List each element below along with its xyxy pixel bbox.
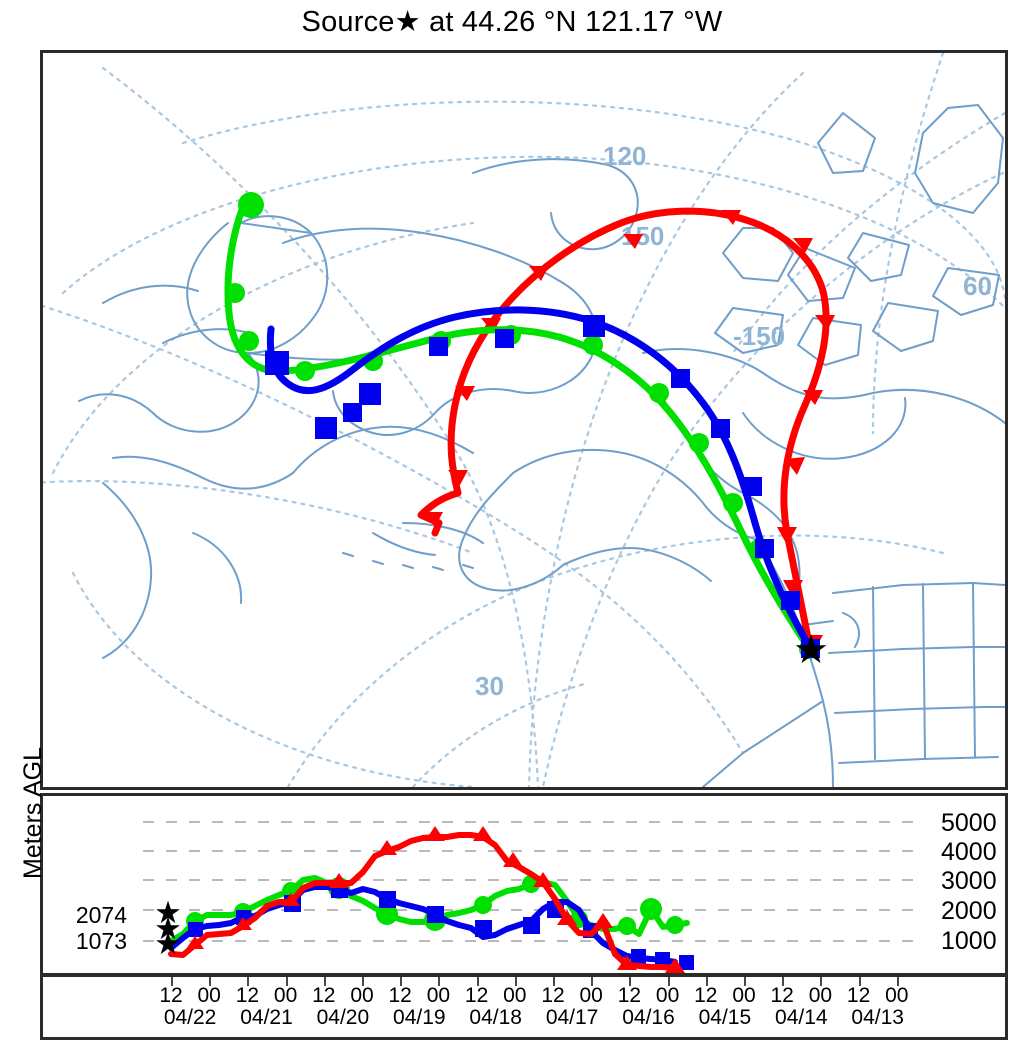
- map-trajectory-red: [417, 207, 835, 657]
- map-trajectory-blue: [265, 306, 820, 658]
- axis-hour-label: 00: [273, 984, 298, 1007]
- axis-hour-label: 00: [885, 984, 909, 1007]
- axis-hour-label: 00: [579, 984, 603, 1007]
- axis-hour-label: 12: [694, 984, 718, 1007]
- time-axis-panel: 12 00 12 00 12 00 12 00 12 00 12 00 12 00 12 00 12 00 12 00…: [40, 977, 1008, 1040]
- axis-hour-label: 12: [617, 984, 642, 1007]
- profile-series-red: [168, 826, 685, 973]
- svg-text:★: ★: [154, 926, 182, 962]
- axis-hour-label: 00: [350, 984, 374, 1007]
- axis-date-label: 04/21: [240, 1006, 293, 1029]
- map-marker-square-set-blue: [265, 315, 820, 658]
- axis-tick: [171, 977, 173, 986]
- axis-tick: [323, 977, 326, 986]
- axis-hour-row: 12 00 12 00 12 00 12 00 12 00 12 00 12 00 12 00 12 00 12 00: [43, 985, 1005, 1007]
- axis-tick: [476, 977, 479, 986]
- axis-tick: [896, 977, 899, 986]
- map-panel: 120 150 -150 60 30: [40, 50, 1008, 790]
- y-axis-label-wrap: Meters AGL: [0, 0, 47, 1054]
- profile-marker-triangle-set-red: [186, 826, 685, 973]
- axis-hour-label: 00: [732, 984, 756, 1007]
- page-title: Source★ at 44.26 °N 121.17 °W: [301, 6, 723, 38]
- y-axis-label: Meters AGL: [19, 747, 47, 879]
- axis-hour-label: 00: [503, 984, 527, 1007]
- profile-right-axis-labels: 5000 4000 3000 2000 1000: [941, 809, 997, 955]
- map-source-star: ★: [793, 627, 829, 673]
- axis-date-label: 04/18: [469, 1006, 522, 1029]
- axis-hour-label: 00: [655, 984, 680, 1007]
- axis-hour-label: 00: [808, 984, 833, 1007]
- axis-date-label: 04/14: [775, 1006, 828, 1029]
- axis-hour-label: 12: [235, 984, 260, 1007]
- start-height-label-2074: 2074: [75, 902, 127, 928]
- profile-start-stars: ★ ★ ★: [154, 895, 182, 962]
- axis-date-label: 04/13: [851, 1006, 904, 1029]
- axis-tick: [553, 977, 555, 986]
- axis-hour-label: 12: [464, 984, 489, 1007]
- axis-tick: [820, 977, 823, 986]
- axis-tick: [438, 977, 441, 986]
- axis-tick: [247, 977, 250, 986]
- axis-tick: [285, 977, 288, 986]
- ytick-1000: 1000: [941, 927, 997, 955]
- axis-date-label: 04/20: [316, 1006, 370, 1029]
- axis-tick: [629, 977, 632, 986]
- axis-date-label: 04/22: [163, 1006, 217, 1029]
- axis-tick: [667, 977, 670, 986]
- axis-tick: [362, 977, 364, 986]
- map-marker-triangle-set-red: [423, 210, 835, 653]
- height-profile-panel: ★ ★ ★ 5000 4000 3000 2000 1000 2074 1073: [40, 793, 1008, 977]
- axis-hour-label: 00: [426, 984, 451, 1007]
- axis-tick: [591, 977, 594, 986]
- coastlines: [78, 104, 1005, 787]
- map-trajectory-green: [224, 192, 819, 659]
- axis-tick: [209, 977, 212, 986]
- axis-tick: [705, 977, 708, 986]
- ytick-2000: 2000: [941, 897, 997, 925]
- ytick-3000: 3000: [941, 867, 997, 895]
- graticule-label-60: 60: [963, 271, 992, 301]
- svg-text:★: ★: [793, 627, 829, 673]
- axis-hour-label: 12: [312, 984, 336, 1007]
- svg-text:★: ★: [154, 895, 182, 931]
- axis-date-label: 04/17: [545, 1006, 599, 1029]
- axis-hour-label: 12: [388, 984, 412, 1007]
- axis-date-label: 04/19: [393, 1006, 446, 1029]
- graticule-label-neg150: -150: [733, 321, 785, 351]
- height-profile-canvas: ★ ★ ★ 5000 4000 3000 2000 1000: [143, 809, 997, 973]
- axis-tick: [514, 977, 517, 986]
- axis-hour-label: 12: [541, 984, 565, 1007]
- axis-tick-row: [43, 977, 1005, 987]
- profile-gridlines: [143, 821, 923, 942]
- svg-text:★: ★: [154, 911, 182, 947]
- axis-tick: [858, 977, 861, 986]
- axis-tick: [782, 977, 785, 986]
- ytick-5000: 5000: [941, 809, 997, 837]
- graticule-labels: 120 150 -150 60 30: [475, 141, 992, 701]
- axis-hour-label: 12: [159, 984, 183, 1007]
- start-height-label-1073: 1073: [75, 928, 127, 954]
- axis-hour-label: 12: [770, 984, 794, 1007]
- map-canvas: 120 150 -150 60 30: [43, 53, 1005, 787]
- graticule: [43, 53, 1005, 787]
- axis-date-label: 04/15: [698, 1006, 752, 1029]
- axis-date-row: 04/22 04/21 04/20 04/19 04/18 04/17 04/16 04/15…: [43, 1007, 1005, 1029]
- axis-hour-label: 12: [846, 984, 871, 1007]
- axis-tick: [400, 977, 403, 986]
- graticule-label-30: 30: [475, 671, 504, 701]
- axis-tick: [744, 977, 746, 986]
- ytick-4000: 4000: [941, 838, 997, 866]
- axis-date-label: 04/16: [622, 1006, 675, 1029]
- axis-hour-label: 00: [197, 984, 221, 1007]
- graticule-label-120: 120: [603, 141, 646, 171]
